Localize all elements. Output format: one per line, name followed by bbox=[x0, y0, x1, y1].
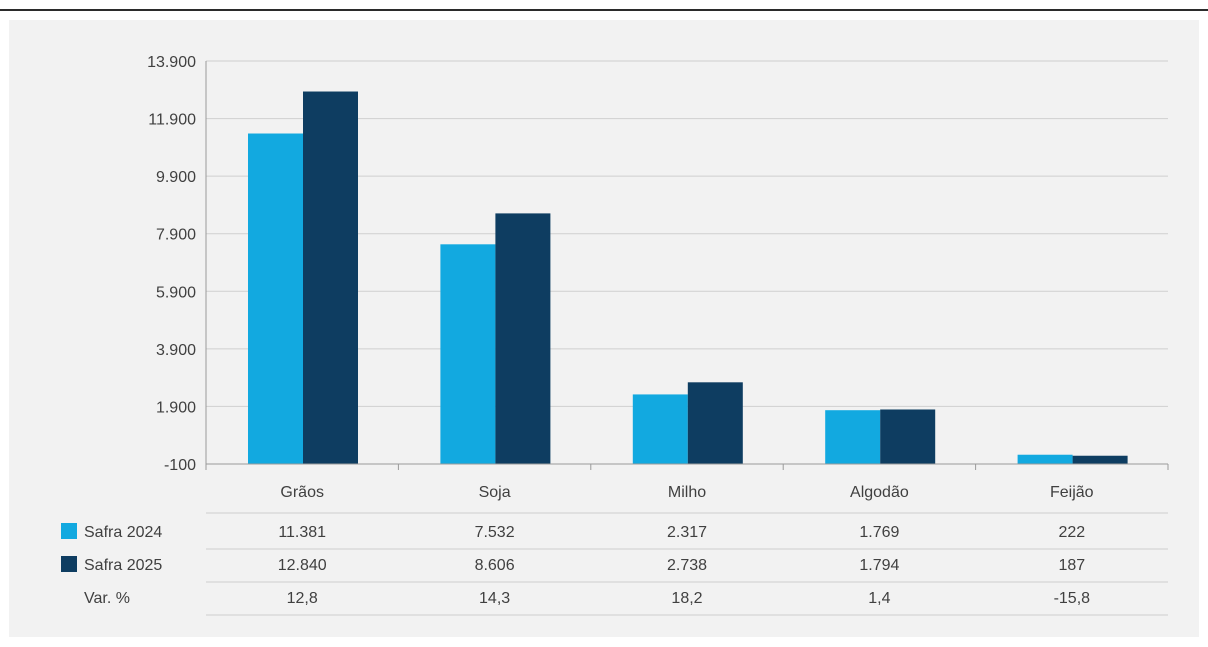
bar-2-0 bbox=[632, 394, 688, 464]
bar-4-0 bbox=[1017, 454, 1073, 464]
y-tick-label: 7.900 bbox=[156, 227, 196, 244]
y-tick-label: 5.900 bbox=[156, 284, 196, 301]
bar-0-0 bbox=[248, 133, 303, 464]
category-label: Grãos bbox=[280, 484, 324, 501]
bar-3-0 bbox=[825, 410, 881, 464]
table-row-label: Safra 2024 bbox=[84, 524, 162, 541]
bar-3-1 bbox=[880, 409, 936, 464]
x-axis: Grãos Soja Milho Algodão Feijão bbox=[205, 463, 1169, 501]
category-label: Milho bbox=[668, 484, 706, 501]
y-tick-label: 13.900 bbox=[147, 54, 196, 71]
bar-1-0 bbox=[440, 244, 496, 464]
category-label: Feijão bbox=[1050, 484, 1094, 501]
y-axis: 13.900 11.900 9.900 7.900 5.900 3.900 1.900 -10… bbox=[147, 54, 207, 474]
bars bbox=[248, 91, 1128, 465]
table-cell: 222 bbox=[1058, 524, 1085, 541]
table-cell: 187 bbox=[1058, 557, 1085, 574]
table-cell: 1.794 bbox=[859, 557, 899, 574]
y-tick-label: 11.900 bbox=[148, 112, 196, 129]
bar-2-1 bbox=[687, 382, 743, 464]
category-label: Soja bbox=[479, 484, 511, 501]
table-cell: 11.381 bbox=[278, 524, 326, 541]
legend-swatch bbox=[61, 523, 77, 539]
top-rule bbox=[0, 9, 1208, 11]
y-tick-label: 9.900 bbox=[156, 169, 196, 186]
table-cell: 18,2 bbox=[671, 590, 702, 607]
table-cell: 2.738 bbox=[667, 557, 707, 574]
category-label: Algodão bbox=[850, 484, 909, 501]
y-tick-label: -100 bbox=[164, 457, 196, 474]
y-tick-label: 1.900 bbox=[156, 399, 196, 416]
y-tick-label: 3.900 bbox=[156, 342, 196, 359]
table-row-label: Safra 2025 bbox=[84, 557, 162, 574]
table-cell: 2.317 bbox=[667, 524, 707, 541]
table-cell: 1.769 bbox=[859, 524, 899, 541]
table-cell: 14,3 bbox=[479, 590, 510, 607]
table-cell: 12,8 bbox=[287, 590, 318, 607]
table-cell: 8.606 bbox=[475, 557, 515, 574]
bar-1-1 bbox=[495, 213, 551, 464]
bar-0-1 bbox=[303, 91, 358, 465]
table-cell: 12.840 bbox=[278, 557, 327, 574]
bar-4-1 bbox=[1072, 455, 1128, 464]
table-cell: -15,8 bbox=[1054, 590, 1091, 607]
table-cell: 7.532 bbox=[475, 524, 515, 541]
legend-swatch bbox=[61, 556, 77, 572]
table-cell: 1,4 bbox=[868, 590, 890, 607]
data-table: Safra 2024 11.381 7.532 2.317 1.769 222 Safra … bbox=[61, 512, 1168, 616]
chart-panel bbox=[9, 20, 1199, 637]
table-row-label: Var. % bbox=[84, 590, 130, 607]
